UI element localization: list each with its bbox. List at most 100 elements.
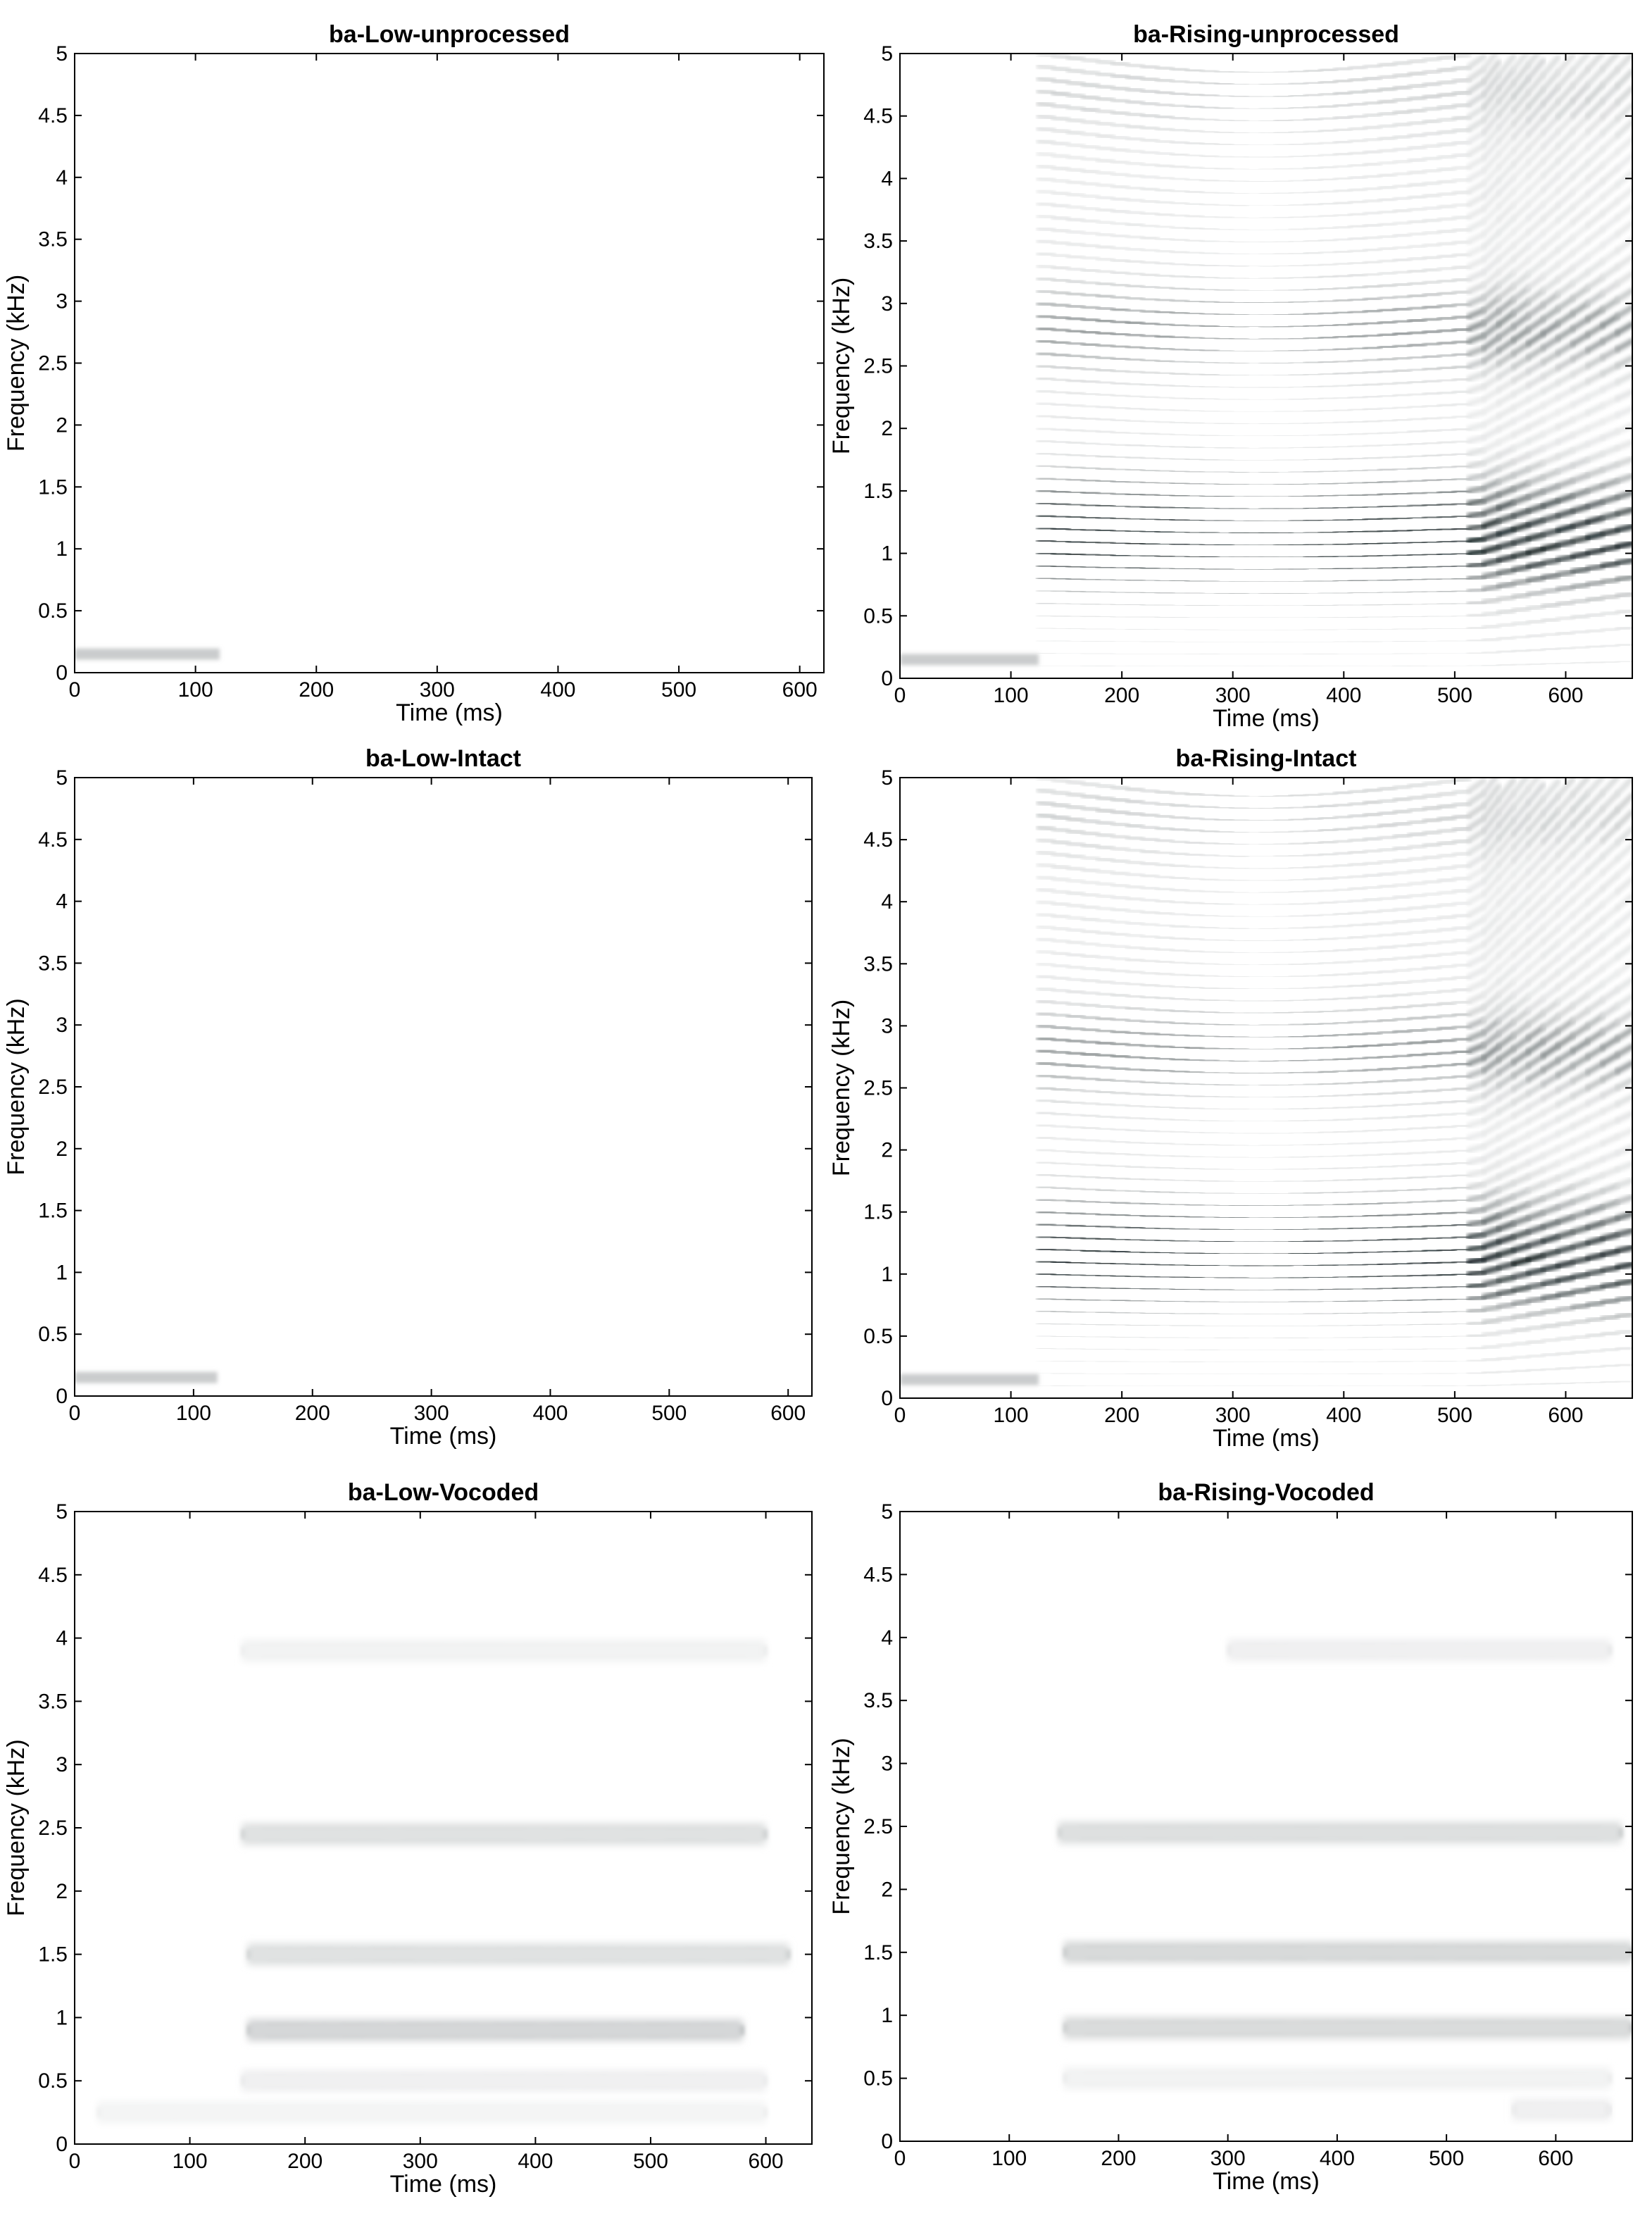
harmonic-segment	[1584, 242, 1606, 260]
harmonic-segment	[1466, 180, 1487, 195]
harmonic-segment	[1540, 217, 1561, 236]
harmonic-segment	[1599, 66, 1620, 88]
harmonic-segment	[1614, 287, 1632, 303]
harmonic-segment	[1525, 244, 1546, 263]
y-tick-label: 0	[881, 667, 893, 690]
x-tick-label: 300	[420, 678, 455, 702]
y-tick-label: 0.5	[863, 604, 893, 628]
harmonic-segment	[1540, 99, 1561, 121]
harmonic-segment	[1555, 98, 1576, 120]
harmonic-segment	[1555, 265, 1576, 282]
harmonic-segment	[1510, 313, 1532, 330]
harmonic-segment	[1555, 82, 1576, 105]
harmonic-segment	[1584, 98, 1606, 119]
harmonic-segment	[1540, 261, 1561, 280]
harmonic-segment	[1584, 146, 1606, 166]
harmonic-segment	[1555, 371, 1576, 386]
harmonic-segment	[1555, 235, 1576, 253]
harmonic-segment	[1614, 203, 1632, 221]
harmonic-segment	[1614, 591, 1632, 599]
harmonic-segment	[1555, 158, 1576, 179]
harmonic-segment	[1525, 101, 1546, 124]
harmonic-segment	[1466, 92, 1487, 108]
harmonic-segment	[1496, 351, 1517, 367]
harmonic-segment	[1555, 67, 1576, 90]
harmonic-segment	[1584, 178, 1606, 197]
harmonic-segment	[1599, 54, 1620, 73]
harmonic-segment	[1510, 159, 1532, 181]
harmonic-segment	[1481, 230, 1502, 250]
harmonic-segment	[1555, 311, 1576, 327]
x-tick-label: 200	[299, 678, 334, 702]
harmonic-segment	[1614, 506, 1632, 517]
harmonic-segment	[1614, 439, 1632, 451]
harmonic-segment	[1466, 104, 1487, 120]
y-tick-label: 3.5	[863, 230, 893, 253]
x-axis-label: Time (ms)	[1213, 705, 1320, 732]
harmonic-segment	[1570, 285, 1591, 301]
harmonic-segment	[1584, 130, 1606, 151]
harmonic-segment	[1496, 134, 1517, 157]
harmonic-segment	[1599, 215, 1620, 232]
harmonic-segment	[1481, 151, 1502, 174]
harmonic-segment	[1525, 130, 1546, 151]
harmonic-segment	[1525, 54, 1541, 68]
harmonic-segment	[1570, 363, 1591, 378]
harmonic-segment	[1510, 257, 1532, 275]
harmonic-segment	[1481, 85, 1502, 111]
harmonic-segment	[1555, 280, 1576, 297]
harmonic-segment	[1584, 274, 1606, 291]
harmonic-segment	[1525, 287, 1546, 305]
harmonic-segment	[1584, 162, 1606, 182]
harmonic-segment	[1555, 189, 1576, 208]
harmonic-segment	[1555, 325, 1576, 342]
x-tick-label: 600	[1548, 684, 1583, 707]
y-axis-label: Frequency (kHz)	[828, 278, 855, 454]
harmonic-segment	[1584, 306, 1606, 323]
harmonic-segment	[1614, 659, 1632, 665]
harmonic-segment	[1614, 422, 1632, 435]
harmonic-segment	[1481, 190, 1502, 212]
harmonic-segment	[1599, 182, 1620, 201]
harmonic-segment	[1496, 283, 1517, 301]
harmonic-segment	[1510, 397, 1532, 411]
harmonic-segment	[1614, 642, 1632, 649]
y-tick-label: 4.5	[863, 105, 893, 128]
harmonic-segment	[1584, 323, 1606, 338]
harmonic-segment	[1525, 230, 1546, 249]
harmonic-segment	[1614, 388, 1632, 401]
spectrogram-plot-area	[900, 54, 1632, 678]
harmonic-segment	[1570, 316, 1591, 332]
harmonic-segment	[1599, 149, 1620, 168]
harmonic-segment	[1496, 310, 1517, 328]
harmonic-segment	[1496, 120, 1517, 144]
harmonic-segment	[1510, 173, 1532, 194]
x-axis-label: Time (ms)	[396, 699, 503, 726]
harmonic-segment	[1510, 368, 1532, 384]
harmonic-segment	[1510, 89, 1532, 113]
harmonic-segment	[1510, 131, 1532, 154]
harmonic-segment	[1555, 173, 1576, 194]
x-tick-label: 0	[894, 684, 906, 707]
y-tick-label: 1.5	[863, 480, 893, 503]
harmonic-segment	[1525, 316, 1546, 333]
harmonic-segment	[1555, 204, 1576, 223]
harmonic-segment	[1496, 94, 1517, 118]
harmonic-segment	[1510, 215, 1532, 235]
harmonic-segment	[1510, 327, 1532, 343]
harmonic-segment	[1496, 391, 1517, 406]
y-tick-label: 5	[56, 42, 68, 66]
harmonic-segment	[1496, 364, 1517, 380]
y-tick-label: 1	[881, 542, 893, 566]
harmonic-segment	[1540, 202, 1561, 222]
harmonic-segment	[1570, 97, 1591, 119]
harmonic-segment	[1496, 242, 1517, 262]
harmonic-segment	[1540, 232, 1561, 251]
harmonic-segment	[1555, 219, 1576, 238]
y-tick-label: 4.5	[38, 104, 68, 127]
harmonic-segment	[1584, 338, 1606, 354]
harmonic-segment	[1496, 188, 1517, 210]
y-tick-label: 2.5	[863, 355, 893, 378]
harmonic-segment	[1599, 297, 1620, 313]
harmonic-segment	[1599, 231, 1620, 249]
